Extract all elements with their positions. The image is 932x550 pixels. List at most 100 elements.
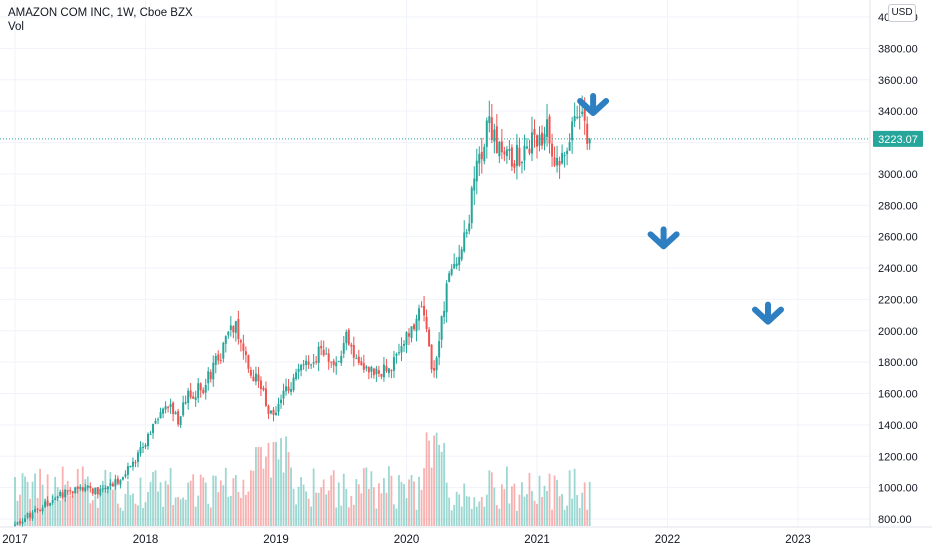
candle-body <box>541 132 544 146</box>
candle-body <box>184 402 187 404</box>
candle-body <box>269 410 272 414</box>
candle-body <box>49 502 52 506</box>
candle-body <box>34 509 37 512</box>
volume-bar <box>445 482 448 526</box>
candle-body <box>275 412 277 416</box>
volume-bar <box>89 503 92 526</box>
volume-bar <box>227 496 230 526</box>
candle-body <box>513 163 516 168</box>
candle-body <box>563 154 566 156</box>
y-tick-label: 2600.00 <box>878 232 918 244</box>
candle-body <box>553 157 556 166</box>
candle-body <box>129 465 132 468</box>
candle-body <box>64 489 67 498</box>
candle-body <box>207 371 210 384</box>
volume-bar <box>360 493 363 526</box>
candle-body <box>350 344 353 347</box>
candle-body <box>493 129 496 142</box>
candle-body <box>189 390 192 398</box>
candle-body <box>104 488 107 490</box>
volume-bar <box>127 481 129 526</box>
candle-body <box>571 121 574 141</box>
volume-bar <box>383 478 385 526</box>
time-axis-panel[interactable] <box>0 527 932 550</box>
candle-body <box>76 486 79 489</box>
volume-bar <box>390 475 393 526</box>
volume-bar <box>483 506 486 526</box>
volume-bar <box>528 472 531 526</box>
candle-body <box>458 256 461 265</box>
candle-body <box>101 488 104 490</box>
x-tick-label: 2021 <box>524 534 550 546</box>
candle-body <box>147 434 150 446</box>
volume-bar <box>16 500 19 526</box>
volume-bar <box>84 479 87 526</box>
candle-body <box>428 329 431 347</box>
candle-body <box>317 346 320 363</box>
candle-body <box>395 353 398 356</box>
candle-body <box>455 263 458 267</box>
candle-body <box>433 368 436 371</box>
volume-bar <box>99 493 102 526</box>
volume-bar <box>44 498 47 526</box>
volume-bar <box>571 498 574 526</box>
candle-body <box>438 340 441 358</box>
candle-body <box>41 507 44 512</box>
candle-body <box>182 402 185 416</box>
candle-body <box>280 399 283 404</box>
volume-bar <box>255 447 257 526</box>
candle-body <box>342 343 345 354</box>
candle-body <box>528 148 531 154</box>
candle-body <box>543 133 546 144</box>
volume-bar <box>563 509 566 526</box>
candle-body <box>94 487 97 495</box>
y-tick-label: 3000.00 <box>878 169 918 181</box>
volume-bar <box>260 447 262 526</box>
candle-body <box>99 488 102 496</box>
volume-bar <box>538 475 541 526</box>
candle-body <box>405 332 408 345</box>
volume-bar <box>96 507 99 526</box>
candle-body <box>84 487 87 491</box>
volume-bar <box>305 491 308 526</box>
candle-body <box>305 360 308 366</box>
volume-bar <box>277 459 280 526</box>
candle-body <box>475 160 478 182</box>
candle-body <box>159 412 162 419</box>
candle-body <box>239 340 242 343</box>
candle-body <box>295 372 298 379</box>
candle-body <box>124 474 127 477</box>
volume-bar <box>192 474 195 526</box>
candle-body <box>227 331 230 336</box>
volume-bar <box>558 496 561 526</box>
candle-body <box>315 361 318 363</box>
volume-bar <box>307 498 310 526</box>
price-axis-panel[interactable] <box>870 0 932 550</box>
candle-body <box>588 138 591 144</box>
volume-bar <box>438 444 441 526</box>
volume-bar <box>518 494 521 526</box>
candle-body <box>167 407 170 409</box>
candle-body <box>352 344 355 358</box>
volume-bar <box>14 477 16 526</box>
down-arrow-icon[interactable] <box>577 97 610 116</box>
volume-bar <box>463 483 466 526</box>
y-tick-label: 2000.00 <box>878 326 918 338</box>
volume-bar <box>493 487 496 526</box>
volume-bar <box>556 479 558 526</box>
candle-body <box>402 343 405 346</box>
candle-body <box>490 117 493 140</box>
candle-body <box>558 161 561 166</box>
candle-body <box>16 522 19 525</box>
candle-body <box>234 321 237 333</box>
volume-bar <box>71 495 74 526</box>
volume-bar <box>317 492 320 526</box>
volume-bar <box>162 506 164 526</box>
volume-bar <box>511 486 513 526</box>
volume-bar <box>468 496 471 526</box>
candle-body <box>413 324 416 330</box>
currency-button[interactable]: USD <box>888 4 916 22</box>
candle-body <box>302 364 305 366</box>
candle-body <box>360 361 363 365</box>
